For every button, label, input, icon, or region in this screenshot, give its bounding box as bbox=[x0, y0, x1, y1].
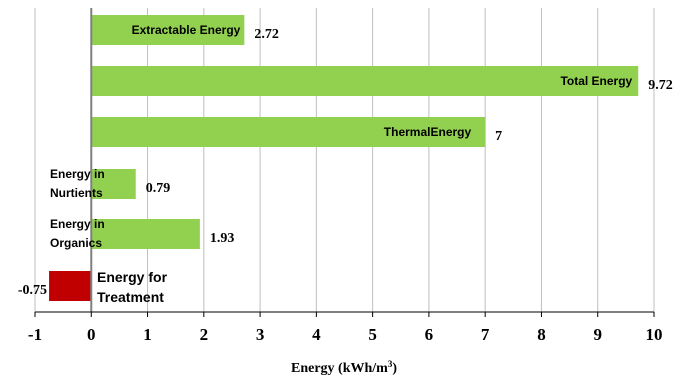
tick-label: 6 bbox=[425, 325, 434, 344]
category-label: Total Energy bbox=[560, 74, 632, 88]
value-label: 1.93 bbox=[210, 231, 235, 246]
tick-label: 0 bbox=[87, 325, 96, 344]
x-axis-title: Energy (kWh/m3) bbox=[291, 359, 397, 376]
tick-label: 2 bbox=[200, 325, 209, 344]
category-labels: Extractable Energy Total Energy ThermalEne… bbox=[50, 23, 633, 305]
tick-label: 1 bbox=[143, 325, 152, 344]
tick-label: 10 bbox=[646, 325, 663, 344]
tick-label: 8 bbox=[537, 325, 546, 344]
value-label: 9.72 bbox=[648, 78, 673, 93]
value-label: 7 bbox=[495, 129, 502, 144]
bars bbox=[49, 15, 639, 301]
value-label: -0.75 bbox=[18, 283, 47, 298]
category-label: Energy for Treatment bbox=[97, 269, 168, 305]
category-label: Extractable Energy bbox=[132, 23, 241, 37]
category-label: Energy in Organics bbox=[50, 217, 105, 250]
value-label: 0.79 bbox=[146, 181, 171, 196]
x-axis-ticks: -1 0 1 2 3 4 5 6 7 8 9 10 bbox=[28, 312, 663, 344]
tick-label: 9 bbox=[593, 325, 602, 344]
tick-label: 7 bbox=[481, 325, 490, 344]
bar bbox=[91, 66, 639, 96]
tick-label: 4 bbox=[312, 325, 321, 344]
value-label: 2.72 bbox=[254, 27, 278, 42]
tick-label: 5 bbox=[368, 325, 377, 344]
value-labels: 2.72 9.72 7 0.79 1.93 -0.75 bbox=[18, 27, 673, 298]
bar bbox=[91, 117, 486, 147]
category-label: ThermalEnergy bbox=[384, 125, 472, 139]
bar bbox=[49, 271, 92, 301]
grid-lines bbox=[34, 8, 655, 312]
tick-label: 3 bbox=[256, 325, 265, 344]
category-label: Energy in Nurtients bbox=[50, 167, 105, 200]
bar bbox=[91, 15, 245, 45]
tick-label: -1 bbox=[28, 325, 42, 344]
bar bbox=[91, 169, 136, 199]
bar bbox=[91, 219, 200, 249]
